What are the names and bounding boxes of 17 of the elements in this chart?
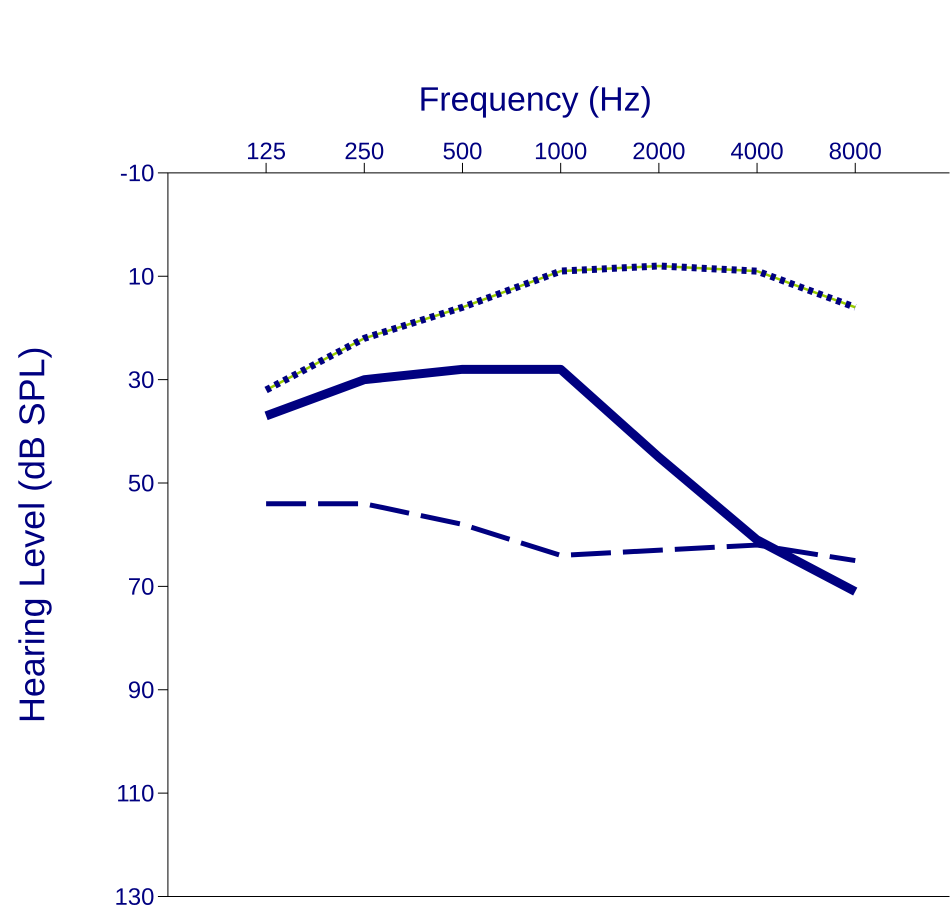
y-axis-title: Hearing Level (dB SPL) xyxy=(18,348,52,720)
x-tick-label: 4000 xyxy=(731,142,783,160)
y-tick-label: 110 xyxy=(118,784,154,802)
y-tick-label: 90 xyxy=(128,682,154,698)
x-tick-label: 8000 xyxy=(830,142,881,160)
x-tick-label: 125 xyxy=(248,142,286,160)
x-tick-label: 500 xyxy=(444,142,482,160)
x-tick-label: 250 xyxy=(346,142,384,160)
x-axis-title: Frequency (Hz) xyxy=(421,86,650,118)
y-tick-label: -10 xyxy=(120,164,154,182)
y-tick-label: 10 xyxy=(130,268,154,285)
y-tick-label: 30 xyxy=(128,371,154,388)
x-tick-label: 1000 xyxy=(536,142,586,160)
x-tick-label: 2000 xyxy=(633,142,684,160)
y-tick-label: 130 xyxy=(116,888,154,906)
y-tick-label: 50 xyxy=(128,474,154,492)
y-tick-label: 70 xyxy=(129,578,154,596)
